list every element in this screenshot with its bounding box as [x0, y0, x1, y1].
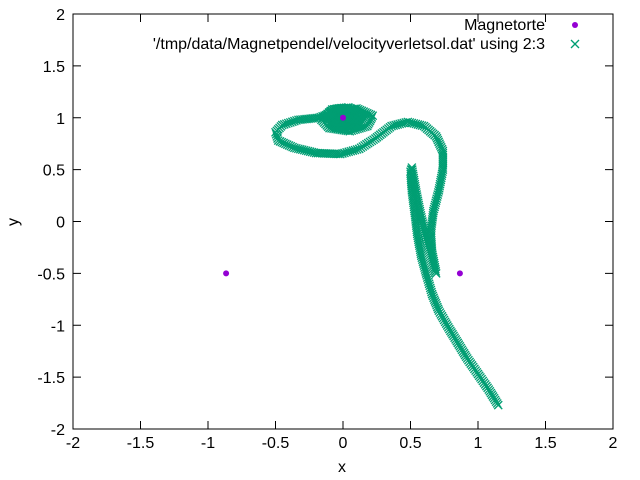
legend: Magnetorte '/tmp/data/Magnetpendel/veloc… [153, 17, 580, 53]
y-tick-label: 2 [56, 7, 65, 24]
x-tick-label: 0 [339, 435, 348, 452]
magnet-point [456, 270, 463, 277]
x-tick-labels: -2 -1.5 -1 -0.5 0 0.5 1 1.5 2 [66, 435, 618, 452]
y-tick-label: 1 [56, 111, 65, 128]
legend-marker-trajectory [570, 39, 580, 49]
legend-x-icon [570, 39, 580, 49]
y-tick-label: -1.5 [37, 370, 65, 387]
y-tick-label: 0 [56, 215, 65, 232]
x-tick-label: -1.5 [127, 435, 155, 452]
x-tick-label: 1.5 [534, 435, 556, 452]
trajectory-series [271, 102, 503, 410]
y-tick-labels: -2 -1.5 -1 -0.5 0 0.5 1 1.5 2 [37, 7, 65, 439]
x-tick-label: 2 [609, 435, 618, 452]
tick-marks [72, 13, 614, 430]
y-tick-label: -1 [51, 318, 65, 335]
plot-frame [72, 13, 614, 430]
legend-label-series-2: '/tmp/data/Magnetpendel/velocityverletso… [153, 36, 545, 53]
y-tick-label: 1.5 [43, 59, 65, 76]
plot-border [72, 13, 614, 430]
magnet-series [223, 114, 463, 277]
y-tick-label: -0.5 [37, 266, 65, 283]
y-tick-label: -2 [51, 422, 65, 439]
trajectory-point [271, 129, 281, 139]
legend-circle-icon [572, 22, 578, 28]
x-tick-label: -1 [201, 435, 215, 452]
y-axis-label: y [5, 218, 22, 226]
x-tick-label: 0.5 [399, 435, 421, 452]
marks-layer [223, 102, 503, 410]
x-tick-label: 1 [474, 435, 483, 452]
legend-label-series-1: Magnetorte [464, 17, 545, 34]
trajectory-point [353, 114, 363, 124]
magnet-point [340, 114, 346, 121]
magnet-point [223, 270, 230, 277]
legend-marker-magnetorte [572, 22, 578, 28]
x-axis-label: x [338, 459, 346, 476]
y-tick-label: 0.5 [43, 163, 65, 180]
x-tick-label: -0.5 [262, 435, 290, 452]
x-tick-label: -2 [66, 435, 80, 452]
